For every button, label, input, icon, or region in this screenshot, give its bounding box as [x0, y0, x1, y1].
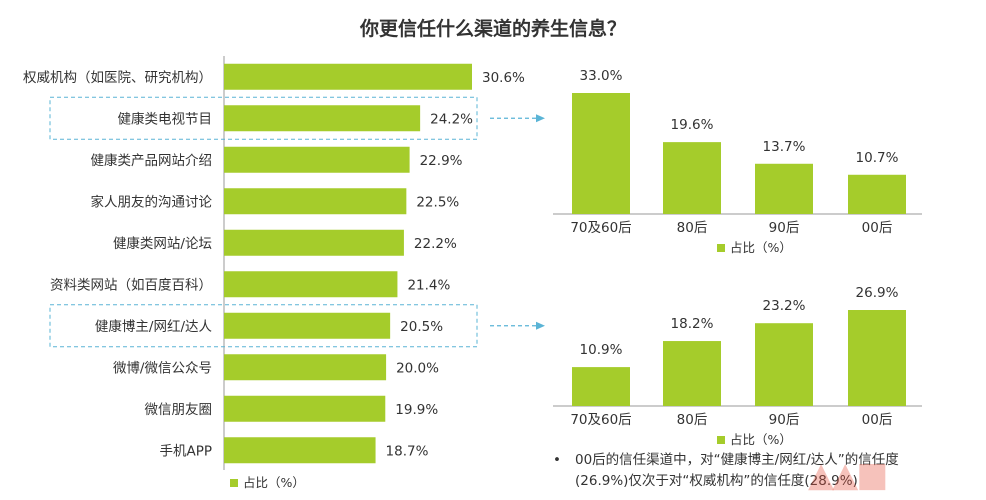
bar-3-1: [572, 367, 630, 406]
footnote-text: 00后的信任渠道中，对“健康博主/网红/达人”的信任度(26.9%)仅次于对“权…: [575, 452, 899, 489]
value-label-9: 19.9%: [395, 402, 438, 418]
value-label-3-3: 23.2%: [763, 298, 806, 314]
bar-6: [224, 271, 398, 298]
watermark-logo: ▲▲■: [808, 455, 888, 495]
legend-label-2: 占比（%）: [730, 240, 792, 255]
category-label-4: 家人朋友的沟通讨论: [91, 193, 213, 210]
value-label-7: 20.5%: [400, 319, 443, 335]
value-label-8: 20.0%: [396, 360, 439, 376]
value-label-10: 18.7%: [386, 443, 429, 459]
bar-2-2: [663, 142, 721, 214]
category-label-7: 健康博主/网红/达人: [95, 318, 213, 335]
bar-2: [224, 105, 421, 132]
legend-swatch-2: [717, 244, 725, 252]
bar-3: [224, 146, 410, 173]
bar-8: [224, 354, 387, 381]
bar-7: [224, 312, 391, 339]
category-label-8: 微博/微信公众号: [113, 359, 212, 376]
value-label-3-1: 10.9%: [580, 342, 623, 358]
highlight-box-7: [49, 304, 478, 348]
connector-arrow-7: [536, 321, 545, 330]
category-label-1: 权威机构（如医院、研究机构）: [23, 69, 212, 86]
value-label-2-1: 33.0%: [580, 68, 623, 84]
tick-label-2-3: 90后: [769, 220, 800, 236]
chart-title: 你更信任什么渠道的养生信息？: [359, 18, 626, 40]
value-label-3-2: 18.2%: [671, 316, 714, 332]
bar-2-3: [755, 163, 813, 214]
bar-9: [224, 395, 386, 422]
bar-1: [224, 63, 472, 90]
footnote-bullet: •: [553, 452, 561, 468]
bar-4: [224, 188, 407, 215]
tick-label-3-1: 70及60后: [570, 412, 631, 428]
bar-10: [224, 437, 376, 464]
tick-label-2-1: 70及60后: [570, 220, 631, 236]
value-label-2-3: 13.7%: [763, 139, 806, 155]
bar-2-1: [572, 93, 630, 214]
value-label-2-4: 10.7%: [856, 150, 899, 166]
tick-label-3-4: 00后: [862, 412, 893, 428]
tick-label-2-4: 00后: [862, 220, 893, 236]
category-label-10: 手机APP: [159, 443, 212, 459]
value-label-4: 22.5%: [416, 194, 459, 210]
legend-swatch-main: [230, 479, 238, 487]
legend-label-3: 占比（%）: [730, 432, 792, 447]
highlight-box-2: [49, 96, 478, 140]
category-label-2: 健康类电视节目: [118, 110, 213, 127]
category-label-6: 资料类网站（如百度百科）: [50, 277, 212, 293]
legend-swatch-3: [717, 436, 725, 444]
tick-label-3-2: 80后: [677, 412, 708, 428]
bar-2-4: [848, 174, 906, 214]
category-label-3: 健康类产品网站介绍: [91, 152, 213, 169]
value-label-2-2: 19.6%: [671, 117, 714, 133]
value-label-1: 30.6%: [482, 70, 525, 86]
value-label-5: 22.2%: [414, 236, 457, 252]
connector-arrow-2: [536, 114, 545, 123]
category-label-9: 微信朋友圈: [145, 402, 213, 418]
value-label-3-4: 26.9%: [856, 285, 899, 301]
value-label-3: 22.9%: [420, 153, 463, 169]
bar-3-3: [755, 323, 813, 406]
tick-label-2-2: 80后: [677, 220, 708, 236]
value-label-2: 24.2%: [430, 111, 473, 127]
tick-label-3-3: 90后: [769, 412, 800, 428]
bar-3-4: [848, 310, 906, 406]
bar-5: [224, 229, 404, 256]
category-label-5: 健康类网站/论坛: [113, 235, 212, 252]
bar-3-2: [663, 341, 721, 406]
legend-label-main: 占比（%）: [243, 475, 305, 490]
value-label-6: 21.4%: [407, 277, 450, 293]
